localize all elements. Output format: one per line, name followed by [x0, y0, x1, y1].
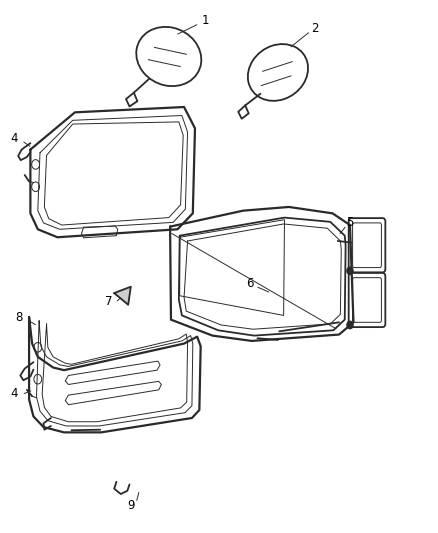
- Text: 1: 1: [202, 14, 210, 27]
- Text: 6: 6: [246, 277, 253, 290]
- Text: 8: 8: [15, 311, 23, 324]
- Circle shape: [347, 321, 353, 329]
- Circle shape: [347, 267, 353, 274]
- Text: 9: 9: [127, 499, 134, 512]
- Text: 2: 2: [311, 22, 319, 35]
- Polygon shape: [114, 287, 131, 305]
- Text: 4: 4: [10, 386, 18, 400]
- Text: 5: 5: [346, 216, 353, 229]
- Text: 4: 4: [10, 132, 18, 146]
- Text: 7: 7: [105, 295, 113, 308]
